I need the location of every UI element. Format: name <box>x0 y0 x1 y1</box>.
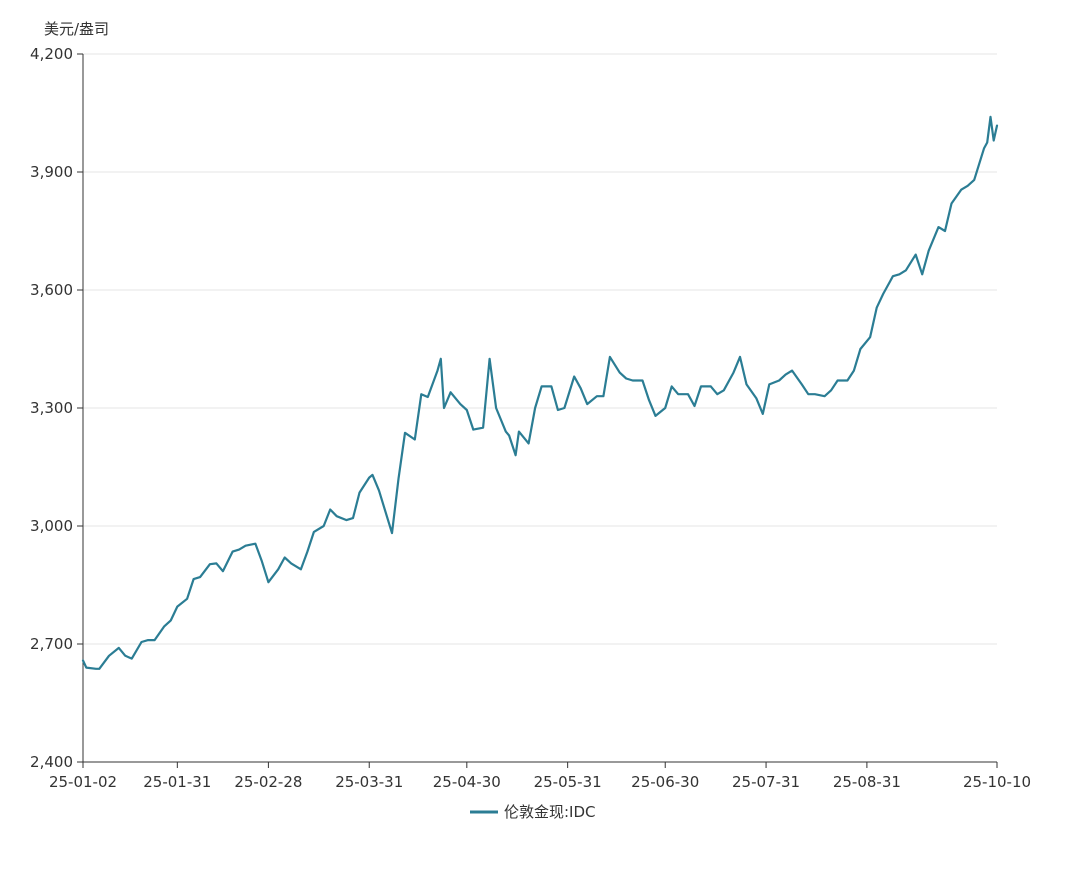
x-tick-label: 25-06-30 <box>631 773 699 791</box>
x-tick-label: 25-08-31 <box>833 773 901 791</box>
gridlines <box>83 53 997 645</box>
y-tick-label: 3,600 <box>30 281 73 299</box>
x-tick-label: 25-10-10 <box>963 773 1031 791</box>
axes: 4,200 3,900 3,600 3,300 3,000 2,700 2,400 25-01… <box>30 45 1031 791</box>
x-tick-label: 25-02-28 <box>234 773 302 791</box>
x-tick-label: 25-01-02 <box>49 773 117 791</box>
legend[interactable]: 伦敦金现:IDC <box>470 803 596 821</box>
series-line-0 <box>81 115 999 670</box>
y-tick-label: 3,000 <box>30 517 73 535</box>
x-tick-label: 25-04-30 <box>433 773 501 791</box>
x-tick-label: 25-01-31 <box>143 773 211 791</box>
y-tick-label: 3,900 <box>30 163 73 181</box>
x-tick-label: 25-03-31 <box>335 773 403 791</box>
x-tick-label: 25-07-31 <box>732 773 800 791</box>
series-layer <box>81 115 999 670</box>
legend-label[interactable]: 伦敦金现:IDC <box>504 803 596 821</box>
x-tick-label: 25-05-31 <box>534 773 602 791</box>
y-tick-label: 3,300 <box>30 399 73 417</box>
y-tick-label: 2,400 <box>30 753 73 771</box>
y-tick-label: 4,200 <box>30 45 73 63</box>
y-axis-unit-label: 美元/盎司 <box>44 20 109 38</box>
y-tick-label: 2,700 <box>30 635 73 653</box>
